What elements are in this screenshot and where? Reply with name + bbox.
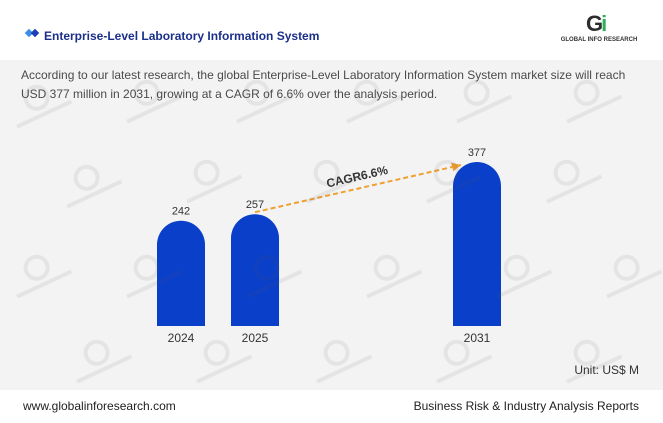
bar-2031: [453, 162, 501, 326]
category-label-2024: 2024: [168, 331, 195, 345]
bar-2024: [157, 220, 205, 326]
value-label-2024: 242: [172, 206, 190, 218]
value-label-2025: 257: [246, 199, 264, 211]
logo-text: GLOBAL INFO RESEARCH: [560, 37, 638, 43]
description: According to our latest research, the gl…: [21, 68, 626, 101]
cagr-arrow-line: [254, 164, 462, 214]
page-title: Enterprise-Level Laboratory Information …: [44, 29, 320, 43]
cagr-annotation: CAGR6.6%: [325, 163, 390, 191]
bar-chart: 242 2024 257 2025 377 2031 CAGR6.6%: [157, 147, 501, 345]
category-label-2025: 2025: [242, 331, 269, 345]
value-label-2031: 377: [468, 147, 486, 159]
website-link[interactable]: www.globalinforesearch.com: [23, 399, 176, 413]
header: Enterprise-Level Laboratory Information …: [0, 0, 663, 60]
cagr-arrow-head-icon: [451, 162, 461, 172]
chart-panel: According to our latest research, the gl…: [0, 60, 663, 390]
unit-label: Unit: US$ M: [574, 363, 639, 377]
logo-mark-icon: Gi: [586, 11, 607, 36]
footer: www.globalinforesearch.com Business Risk…: [0, 390, 663, 423]
logo: Gi GLOBAL INFO RESEARCH: [553, 13, 645, 47]
footer-tagline: Business Risk & Industry Analysis Report…: [413, 399, 639, 413]
bar-2025: [231, 214, 279, 326]
category-label-2031: 2031: [464, 331, 491, 345]
diamond-bullet-icon: [24, 28, 41, 39]
